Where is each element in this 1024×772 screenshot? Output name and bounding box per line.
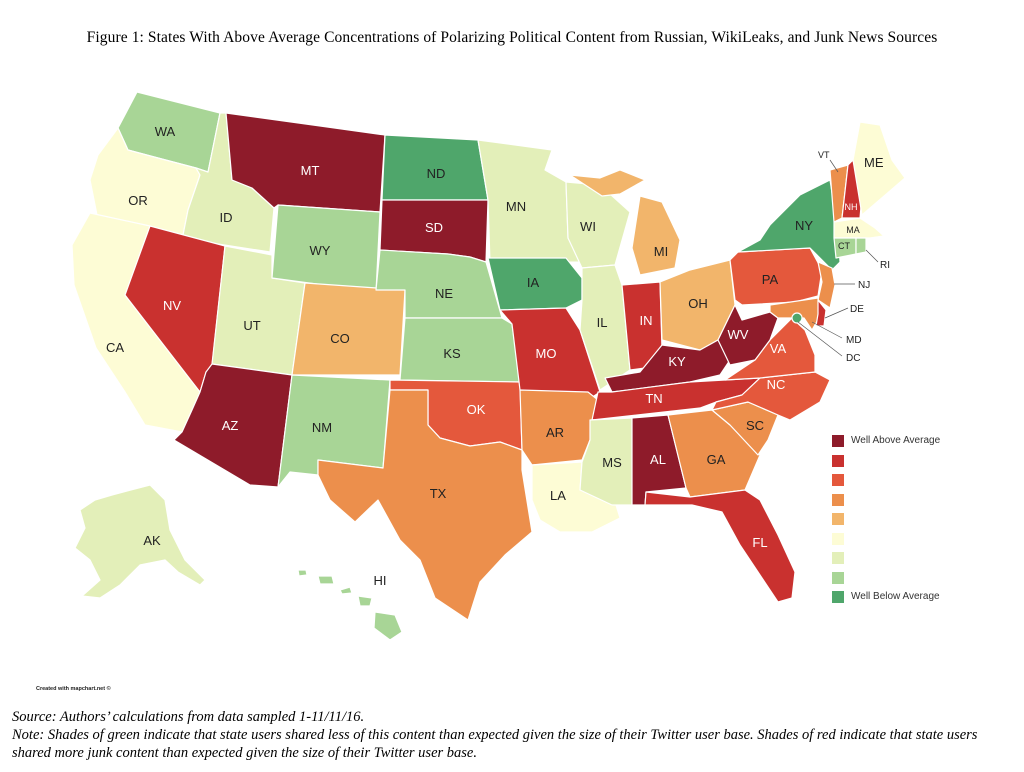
label-co: CO bbox=[330, 331, 350, 346]
label-la: LA bbox=[550, 488, 566, 503]
label-wi: WI bbox=[580, 219, 596, 234]
legend-swatch bbox=[832, 454, 844, 467]
label-sc: SC bbox=[746, 418, 764, 433]
state-mi[interactable] bbox=[569, 169, 681, 276]
state-fl[interactable] bbox=[644, 489, 796, 603]
label-ny: NY bbox=[795, 218, 813, 233]
legend-row bbox=[832, 493, 1022, 506]
label-al: AL bbox=[650, 452, 666, 467]
legend-row bbox=[832, 513, 1022, 525]
label-ak: AK bbox=[143, 533, 161, 548]
legend-swatch bbox=[832, 493, 844, 506]
legend-row: Well Above Average bbox=[832, 435, 1022, 447]
state-co[interactable] bbox=[291, 282, 406, 376]
label-tn: TN bbox=[645, 391, 662, 406]
leader-dc bbox=[797, 321, 843, 357]
legend-swatch bbox=[832, 532, 844, 545]
label-mo: MO bbox=[536, 346, 557, 361]
legend-swatch bbox=[832, 591, 844, 603]
label-md: MD bbox=[846, 335, 862, 346]
label-nh: NH bbox=[845, 202, 858, 212]
legend-row bbox=[832, 532, 1022, 545]
label-va: VA bbox=[770, 341, 787, 356]
legend-label-bottom: Well Below Average bbox=[851, 591, 940, 602]
label-ky: KY bbox=[668, 354, 686, 369]
leader-md bbox=[811, 321, 843, 339]
figure-title: Figure 1: States With Above Average Conc… bbox=[86, 29, 938, 46]
legend-row: Well Below Average bbox=[832, 591, 1022, 603]
label-ks: KS bbox=[443, 346, 461, 361]
label-in: IN bbox=[640, 313, 653, 328]
leader-ri bbox=[865, 249, 879, 263]
legend-label-top: Well Above Average bbox=[851, 435, 941, 446]
state-wi[interactable] bbox=[565, 181, 631, 269]
label-nj: NJ bbox=[858, 280, 870, 291]
mapchart-credit: Created with mapchart.net © bbox=[36, 686, 111, 692]
label-ct: CT bbox=[838, 241, 850, 251]
label-ne: NE bbox=[435, 286, 453, 301]
label-nv: NV bbox=[163, 298, 181, 313]
label-vt: VT bbox=[818, 150, 830, 160]
label-hi: HI bbox=[374, 573, 387, 588]
legend-row bbox=[832, 474, 1022, 486]
label-tx: TX bbox=[430, 486, 447, 501]
label-nm: NM bbox=[312, 420, 332, 435]
label-wy: WY bbox=[310, 243, 331, 258]
legend-swatch bbox=[832, 552, 844, 564]
state-ak[interactable] bbox=[74, 484, 206, 599]
legend-swatch bbox=[832, 571, 844, 584]
label-ca: CA bbox=[106, 340, 124, 355]
label-wv: WV bbox=[728, 327, 749, 342]
label-or: OR bbox=[128, 193, 148, 208]
label-de: DE bbox=[850, 304, 864, 315]
label-nc: NC bbox=[767, 377, 786, 392]
label-id: ID bbox=[220, 210, 233, 225]
state-il[interactable] bbox=[579, 264, 631, 391]
color-note: Note: Shades of green indicate that stat… bbox=[12, 727, 978, 761]
source-note: Source: Authors’ calculations from data … bbox=[12, 709, 365, 725]
legend-row bbox=[832, 454, 1022, 467]
state-nj[interactable] bbox=[817, 261, 836, 309]
state-ri[interactable] bbox=[855, 237, 867, 255]
label-pa: PA bbox=[762, 272, 779, 287]
label-nd: ND bbox=[427, 166, 446, 181]
label-sd: SD bbox=[425, 220, 443, 235]
state-me[interactable] bbox=[852, 121, 906, 216]
label-fl: FL bbox=[752, 535, 767, 550]
state-dc[interactable] bbox=[791, 312, 803, 324]
label-il: IL bbox=[597, 315, 608, 330]
label-mn: MN bbox=[506, 199, 526, 214]
leader-vt bbox=[829, 159, 839, 173]
label-ut: UT bbox=[243, 318, 260, 333]
legend-row bbox=[832, 552, 1022, 564]
legend-swatch bbox=[832, 435, 844, 447]
label-az: AZ bbox=[222, 418, 239, 433]
label-wa: WA bbox=[155, 124, 176, 139]
label-me: ME bbox=[864, 155, 884, 170]
state-mo[interactable] bbox=[499, 307, 601, 401]
label-oh: OH bbox=[688, 296, 708, 311]
label-dc: DC bbox=[846, 353, 860, 364]
us-choropleth-map: WA OR CA ID NV UT AZ MT WY CO NM ND SD N… bbox=[71, 91, 906, 641]
legend-row bbox=[832, 571, 1022, 584]
state-nc[interactable] bbox=[711, 371, 831, 421]
label-ar: AR bbox=[546, 425, 564, 440]
label-mt: MT bbox=[301, 163, 320, 178]
legend-swatch bbox=[832, 513, 844, 525]
label-ri: RI bbox=[880, 260, 890, 271]
label-ga: GA bbox=[707, 452, 726, 467]
label-ok: OK bbox=[467, 402, 486, 417]
label-ia: IA bbox=[527, 275, 540, 290]
state-hi[interactable] bbox=[297, 569, 403, 641]
legend-swatch bbox=[832, 474, 844, 486]
label-ms: MS bbox=[602, 455, 622, 470]
leader-de bbox=[824, 307, 849, 319]
label-mi: MI bbox=[654, 244, 668, 259]
state-tx[interactable] bbox=[317, 389, 533, 621]
label-ma: MA bbox=[846, 225, 860, 235]
